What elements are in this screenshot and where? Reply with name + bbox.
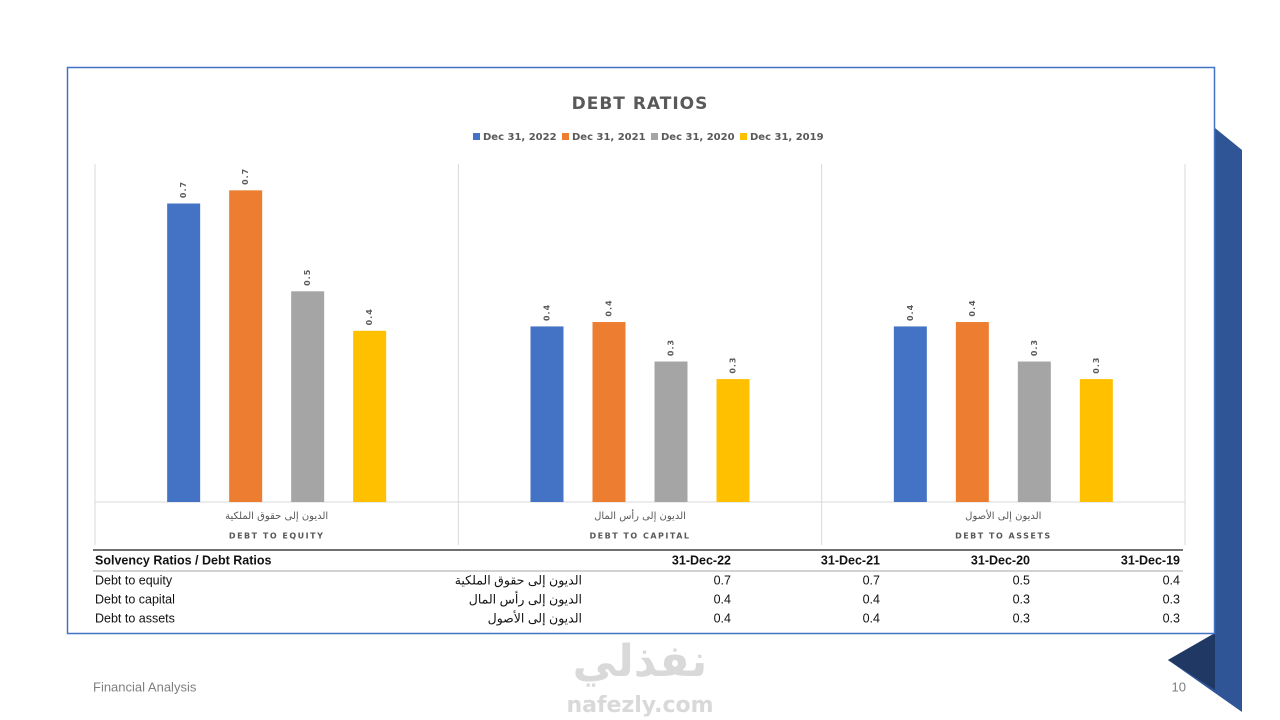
watermark-latin: nafezly.com <box>566 693 713 718</box>
decor-shape-dark <box>1168 633 1215 690</box>
table-header: 31-Dec-21 <box>821 553 880 567</box>
category-label-ar: الديون إلى رأس المال <box>594 509 686 522</box>
page-number: 10 <box>1172 679 1186 694</box>
table-cell: 0.3 <box>1013 592 1030 606</box>
table-cell: Debt to equity <box>95 573 173 587</box>
data-label: 0.4 <box>605 299 614 316</box>
table-cell: Debt to assets <box>95 611 175 625</box>
table-cell-ar: الديون إلى الأصول <box>488 609 582 626</box>
table-cell: 0.4 <box>714 592 731 606</box>
bar <box>716 379 750 502</box>
table-cell: 0.3 <box>1013 611 1030 625</box>
watermark: نفذلي nafezly.com <box>566 636 713 718</box>
table-cell-ar: الديون إلى حقوق الملكية <box>455 573 582 588</box>
table-cell-ar: الديون إلى رأس المال <box>469 590 582 607</box>
chart-title: DEBT RATIOS <box>572 94 709 114</box>
table-header: 31-Dec-19 <box>1121 553 1180 567</box>
table-cell: 0.4 <box>863 592 880 606</box>
bar <box>955 322 989 502</box>
table-cell: 0.3 <box>1163 611 1180 625</box>
bar <box>654 361 688 502</box>
table-header: 31-Dec-20 <box>971 553 1030 567</box>
data-label: 0.7 <box>241 168 250 185</box>
data-label: 0.3 <box>667 339 676 356</box>
category-label-ar: الديون إلى حقوق الملكية <box>225 511 328 522</box>
data-label: 0.7 <box>179 181 188 198</box>
category-label: DEBT TO EQUITY <box>229 532 324 541</box>
bar <box>1017 361 1051 502</box>
data-label: 0.4 <box>543 304 552 321</box>
legend-swatch <box>651 133 658 140</box>
legend-swatch <box>740 133 747 140</box>
table-cell: 0.7 <box>714 573 731 587</box>
bar <box>229 190 263 503</box>
legend-label: Dec 31, 2022 <box>483 132 557 143</box>
table-cell: 0.7 <box>863 573 880 587</box>
data-label: 0.5 <box>303 269 312 286</box>
decor-shape <box>1168 128 1242 712</box>
table-cell: 0.3 <box>1163 592 1180 606</box>
table-cell: 0.4 <box>1163 573 1180 587</box>
footer-title: Financial Analysis <box>93 679 197 694</box>
table-header: 31-Dec-22 <box>672 553 731 567</box>
bar <box>530 326 564 502</box>
table-header: Solvency Ratios / Debt Ratios <box>95 553 271 567</box>
table-cell: 0.5 <box>1013 573 1030 587</box>
data-label: 0.3 <box>1030 339 1039 356</box>
watermark-ar: نفذلي <box>573 636 708 687</box>
legend-swatch <box>562 133 569 140</box>
data-label: 0.4 <box>968 299 977 316</box>
category-label: DEBT TO CAPITAL <box>589 532 690 541</box>
bar <box>167 203 201 502</box>
data-label: 0.3 <box>729 357 738 374</box>
bar <box>291 291 325 502</box>
data-label: 0.4 <box>365 308 374 325</box>
legend-label: Dec 31, 2019 <box>750 132 824 143</box>
bar <box>592 322 626 502</box>
category-label-ar: الديون إلى الأصول <box>965 509 1041 522</box>
category-label: DEBT TO ASSETS <box>955 532 1052 541</box>
bar <box>353 330 387 502</box>
data-label: 0.3 <box>1092 357 1101 374</box>
bar <box>893 326 927 502</box>
legend-label: Dec 31, 2021 <box>572 132 646 143</box>
data-label: 0.4 <box>906 304 915 321</box>
bar <box>1079 379 1113 502</box>
table-cell: 0.4 <box>714 611 731 625</box>
table-cell: Debt to capital <box>95 592 175 606</box>
table-cell: 0.4 <box>863 611 880 625</box>
legend-label: Dec 31, 2020 <box>661 132 735 143</box>
legend-swatch <box>473 133 480 140</box>
